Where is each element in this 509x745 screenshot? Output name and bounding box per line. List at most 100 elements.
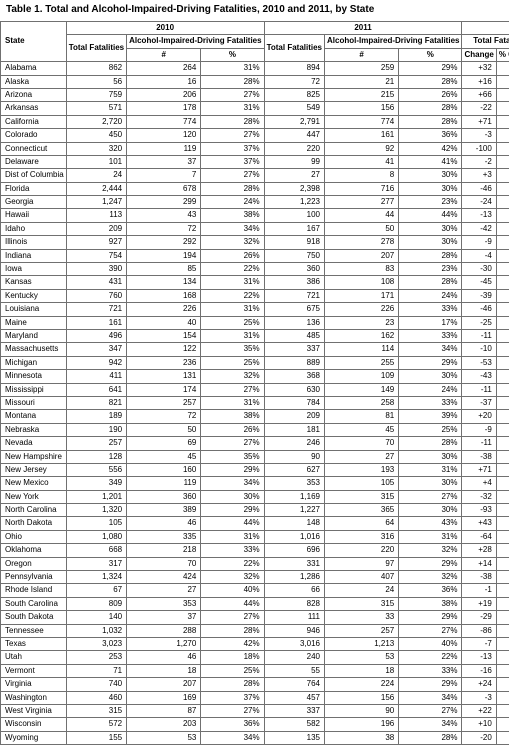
cell-t11: 630 <box>264 383 324 396</box>
table-row: Michigan94223625%88925529%-53-5.6%+19+8.… <box>1 356 509 369</box>
cell-a11p: 31% <box>399 530 462 543</box>
cell-a11n: 156 <box>325 102 399 115</box>
cell-a11p: 29% <box>399 611 462 624</box>
cell-t11: 485 <box>264 329 324 342</box>
cell-a11n: 24 <box>325 584 399 597</box>
cell-a10n: 257 <box>127 396 201 409</box>
table-row: Oklahoma66821833%69622032%+28+4.2%+2+0.9… <box>1 544 509 557</box>
cell-a10n: 27 <box>127 584 201 597</box>
cell-state: Illinois <box>1 236 67 249</box>
cell-tc: -43 <box>462 370 496 383</box>
cell-state: North Carolina <box>1 504 67 517</box>
cell-t10: 927 <box>66 236 126 249</box>
cell-a11p: 38% <box>399 597 462 610</box>
table-row: Iowa3908522%3608323%-30-7.7%-2-2.4% <box>1 263 509 276</box>
table-row: New Jersey55616029%62719331%+71+13%+33+2… <box>1 463 509 476</box>
cell-a10p: 35% <box>201 450 264 463</box>
cell-state: Dist of Columbia <box>1 169 67 182</box>
table-row: Wisconsin57220336%58219634%+10+1.7%-7-3.… <box>1 718 509 731</box>
cell-a10p: 27% <box>201 383 264 396</box>
cell-a10n: 122 <box>127 343 201 356</box>
cell-a10p: 42% <box>201 637 264 650</box>
cell-tcp: -13% <box>496 731 509 744</box>
cell-a11p: 28% <box>399 731 462 744</box>
cell-tcp: -2.0% <box>496 155 509 168</box>
col-pct-change: % Change <box>496 48 509 61</box>
cell-t10: 571 <box>66 102 126 115</box>
cell-a11n: 220 <box>325 544 399 557</box>
cell-tc: -29 <box>462 611 496 624</box>
cell-tc: +16 <box>462 75 496 88</box>
cell-tc: +24 <box>462 678 496 691</box>
cell-a10p: 36% <box>201 718 264 731</box>
table-row: Wyoming1555334%1353828%-20-13%-15-28% <box>1 731 509 744</box>
cell-t11: 946 <box>264 624 324 637</box>
table-row: South Carolina80935344%82831538%+19+2.3%… <box>1 597 509 610</box>
cell-a11p: 28% <box>399 115 462 128</box>
cell-tcp: -0.2% <box>496 637 509 650</box>
cell-state: California <box>1 115 67 128</box>
cell-a10p: 32% <box>201 236 264 249</box>
cell-a11n: 109 <box>325 370 399 383</box>
cell-a11n: 207 <box>325 249 399 262</box>
cell-t11: 353 <box>264 477 324 490</box>
cell-a10p: 25% <box>201 316 264 329</box>
cell-a11p: 30% <box>399 504 462 517</box>
cell-state: West Virginia <box>1 704 67 717</box>
cell-state: South Dakota <box>1 611 67 624</box>
cell-a10p: 18% <box>201 651 264 664</box>
cell-a10n: 154 <box>127 329 201 342</box>
cell-t10: 209 <box>66 222 126 235</box>
cell-a11n: 278 <box>325 236 399 249</box>
cell-a11n: 716 <box>325 182 399 195</box>
cell-a11p: 26% <box>399 88 462 101</box>
cell-a11n: 193 <box>325 463 399 476</box>
cell-a10n: 16 <box>127 75 201 88</box>
col-total-2011: Total Fatalities <box>264 35 324 62</box>
cell-a10n: 226 <box>127 303 201 316</box>
cell-tcp: +3.2% <box>496 678 509 691</box>
cell-tcp: -3.9% <box>496 102 509 115</box>
cell-a10n: 72 <box>127 410 201 423</box>
cell-a11p: 30% <box>399 182 462 195</box>
cell-a10n: 18 <box>127 664 201 677</box>
cell-t10: 1,247 <box>66 196 126 209</box>
cell-a10n: 203 <box>127 718 201 731</box>
cell-a11p: 29% <box>399 678 462 691</box>
cell-t10: 809 <box>66 597 126 610</box>
cell-tc: -13 <box>462 209 496 222</box>
cell-a10n: 1,270 <box>127 637 201 650</box>
cell-a10p: 22% <box>201 289 264 302</box>
cell-a10p: 27% <box>201 169 264 182</box>
cell-a10p: 31% <box>201 530 264 543</box>
col-aid-2010: Alcohol-Impaired-Driving Fatalities <box>127 35 264 48</box>
cell-t11: 66 <box>264 584 324 597</box>
cell-t11: 209 <box>264 410 324 423</box>
cell-a11p: 25% <box>399 423 462 436</box>
cell-a11n: 44 <box>325 209 399 222</box>
cell-a11n: 156 <box>325 691 399 704</box>
cell-a11p: 33% <box>399 329 462 342</box>
cell-t11: 2,791 <box>264 115 324 128</box>
cell-a11p: 32% <box>399 571 462 584</box>
cell-tcp: -4.7% <box>496 423 509 436</box>
cell-a11n: 171 <box>325 289 399 302</box>
cell-tc: -7 <box>462 637 496 650</box>
cell-t10: 572 <box>66 718 126 731</box>
cell-state: Oregon <box>1 557 67 570</box>
cell-tc: -9 <box>462 423 496 436</box>
cell-state: Michigan <box>1 356 67 369</box>
cell-state: Washington <box>1 691 67 704</box>
cell-tcp: +41% <box>496 517 509 530</box>
table-row: Alaska561628%722128%+16+29%+5+31% <box>1 75 509 88</box>
cell-a11p: 27% <box>399 704 462 717</box>
cell-state: Pennsylvania <box>1 571 67 584</box>
cell-state: Kentucky <box>1 289 67 302</box>
cell-a11n: 33 <box>325 611 399 624</box>
cell-a10p: 29% <box>201 463 264 476</box>
cell-tcp: -4.3% <box>496 437 509 450</box>
col-pct: % <box>201 48 264 61</box>
cell-t11: 675 <box>264 303 324 316</box>
cell-state: Minnesota <box>1 370 67 383</box>
col-num: # <box>127 48 201 61</box>
